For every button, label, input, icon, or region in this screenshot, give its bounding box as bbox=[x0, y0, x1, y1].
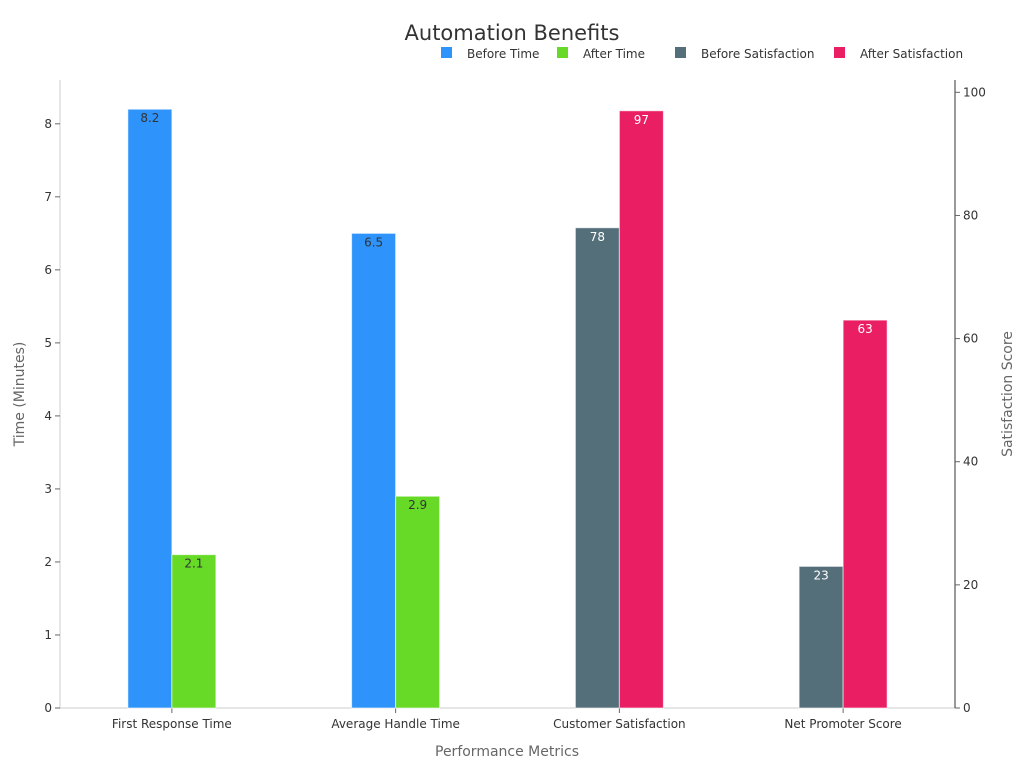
legend-label: After Satisfaction bbox=[860, 47, 963, 61]
x-tick-label: Customer Satisfaction bbox=[553, 717, 686, 731]
legend-swatch bbox=[557, 47, 568, 58]
y-tick-label: 5 bbox=[44, 336, 52, 350]
bar-data-label: 97 bbox=[634, 113, 649, 127]
y2-tick-label: 20 bbox=[963, 578, 978, 592]
y2-axis-title: Satisfaction Score bbox=[1000, 331, 1016, 457]
bar bbox=[798, 565, 844, 709]
legend-label: After Time bbox=[583, 47, 645, 61]
bar bbox=[351, 232, 397, 709]
y-tick-label: 1 bbox=[44, 628, 52, 642]
y-tick-label: 2 bbox=[44, 555, 52, 569]
x-tick-label: First Response Time bbox=[112, 717, 232, 731]
x-tick-label: Average Handle Time bbox=[331, 717, 460, 731]
y2-tick-label: 0 bbox=[963, 701, 971, 715]
bar-data-label: 23 bbox=[813, 568, 828, 582]
bar bbox=[618, 110, 664, 709]
bar-data-label: 8.2 bbox=[140, 111, 159, 125]
y2-tick-label: 80 bbox=[963, 208, 978, 222]
x-tick-label: Net Promoter Score bbox=[784, 717, 901, 731]
y2-tick-label: 60 bbox=[963, 332, 978, 346]
y-tick-label: 0 bbox=[44, 701, 52, 715]
x-axis-title: Performance Metrics bbox=[435, 744, 579, 760]
y2-tick-label: 40 bbox=[963, 455, 978, 469]
bar bbox=[842, 319, 888, 709]
y-tick-label: 3 bbox=[44, 482, 52, 496]
y-tick-label: 8 bbox=[44, 117, 52, 131]
legend-label: Before Satisfaction bbox=[701, 47, 814, 61]
bar-data-label: 2.9 bbox=[408, 498, 427, 512]
bar bbox=[127, 108, 173, 709]
bar-data-label: 63 bbox=[857, 322, 872, 336]
y2-tick-label: 100 bbox=[963, 85, 986, 99]
bar-data-label: 78 bbox=[590, 230, 605, 244]
bar-data-label: 2.1 bbox=[184, 557, 203, 571]
legend: Before Time After Time Before Satisfaction… bbox=[441, 47, 963, 61]
legend-swatch bbox=[441, 47, 452, 58]
legend-swatch bbox=[834, 47, 845, 58]
y-tick-label: 6 bbox=[44, 263, 52, 277]
bar bbox=[574, 227, 620, 709]
legend-swatch bbox=[675, 47, 686, 58]
chart-title: Automation Benefits bbox=[405, 21, 620, 45]
bar bbox=[171, 554, 217, 709]
y-tick-label: 4 bbox=[44, 409, 52, 423]
bar-data-label: 6.5 bbox=[364, 235, 383, 249]
legend-label: Before Time bbox=[467, 47, 539, 61]
bars: 8.2 2.1 6.5 2.9 78 97 23 63 bbox=[127, 108, 888, 709]
bar bbox=[395, 495, 441, 709]
y-tick-label: 7 bbox=[44, 190, 52, 204]
y-axis-title: Time (Minutes) bbox=[12, 342, 28, 448]
